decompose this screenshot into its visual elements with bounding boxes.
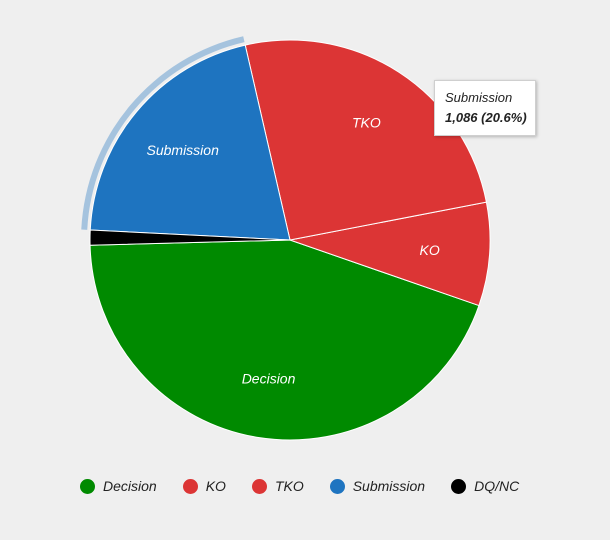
- tooltip-value: 1,086 (20.6%): [445, 110, 527, 125]
- legend: Decision KO TKO Submission DQ/NC: [80, 476, 545, 496]
- legend-label-tko: TKO: [274, 478, 304, 494]
- legend-dot-ko: [182, 478, 198, 494]
- legend-item-submission[interactable]: Submission: [329, 478, 426, 494]
- legend-label-dq-nc: DQ/NC: [474, 478, 520, 494]
- slice-label-ko: KO: [420, 242, 440, 258]
- tooltip-name: Submission: [445, 90, 513, 105]
- slice-label-tko: TKO: [352, 115, 381, 131]
- legend-label-ko: KO: [205, 478, 226, 494]
- legend-dot-decision: [80, 478, 95, 494]
- legend-dot-dq-nc: [451, 478, 467, 494]
- legend-label-submission: Submission: [352, 478, 426, 494]
- legend-item-decision[interactable]: Decision: [80, 478, 157, 494]
- legend-item-ko[interactable]: KO: [182, 478, 226, 494]
- pie-slice-tko[interactable]: [244, 39, 487, 241]
- pie-slice-submission[interactable]: [89, 44, 291, 241]
- highlight-ring-submission: [81, 36, 245, 230]
- tooltip: Submission 1,086 (20.6%): [434, 80, 536, 136]
- legend-item-tko[interactable]: TKO: [251, 478, 304, 494]
- legend-item-dq-nc[interactable]: DQ/NC: [451, 478, 519, 494]
- legend-label-decision: Decision: [103, 478, 157, 494]
- slice-label-decision: Decision: [242, 370, 296, 386]
- pie-slice-ko[interactable]: [288, 201, 491, 307]
- slice-label-submission: Submission: [147, 142, 220, 158]
- legend-dot-tko: [251, 478, 267, 494]
- legend-dot-submission: [329, 478, 345, 494]
- pie-chart-svg: Decision KO TKO Submission: [81, 36, 491, 441]
- pie-slice-dq-nc[interactable]: [89, 229, 291, 246]
- pie-slice-decision[interactable]: [89, 239, 480, 441]
